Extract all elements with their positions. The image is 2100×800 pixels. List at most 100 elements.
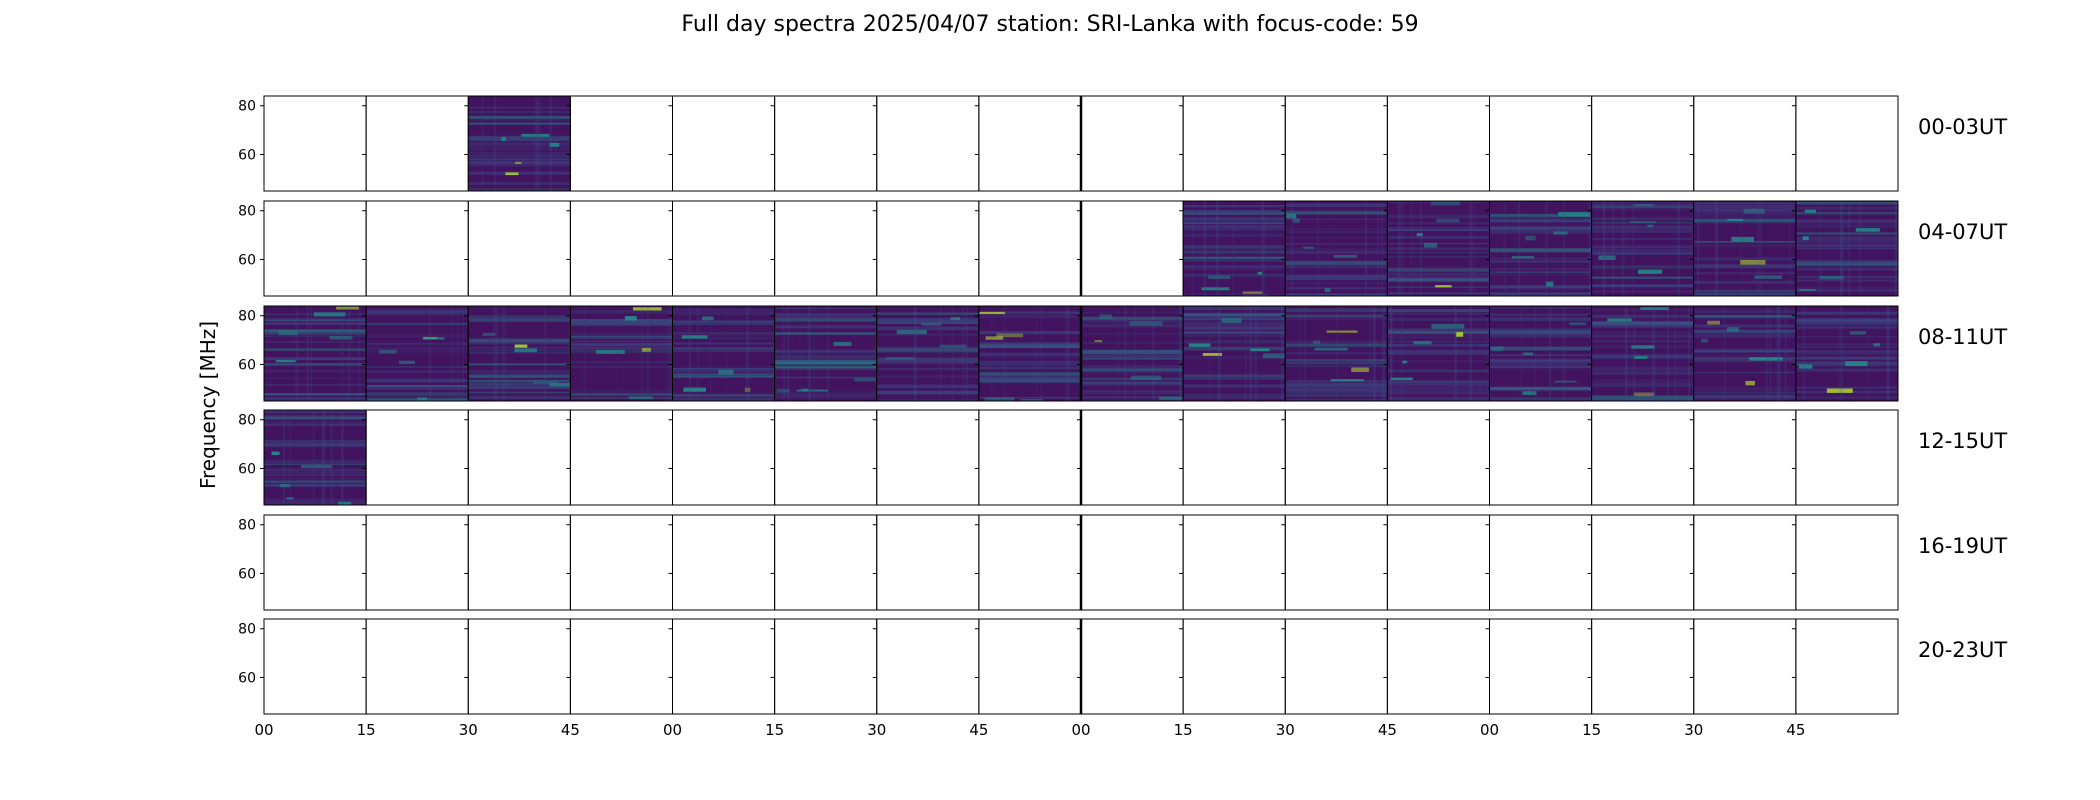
spectrum-cell-frame xyxy=(467,200,571,297)
spectrum-cell-frame xyxy=(1080,618,1184,715)
x-tick-label: 00 xyxy=(254,721,273,739)
spectrum-cell-frame xyxy=(365,618,469,715)
x-tick-label: 30 xyxy=(1684,721,1703,739)
y-tick-label: 60 xyxy=(238,461,256,477)
spectrum-cell xyxy=(1693,201,1796,296)
spectrum-cell-frame xyxy=(672,409,776,506)
spectrum-cell xyxy=(1795,306,1898,401)
x-tick-label: 15 xyxy=(1174,721,1193,739)
spectrum-cell-frame xyxy=(978,514,1082,611)
spectrum-cell-frame xyxy=(774,618,878,715)
spectrum-cell-frame xyxy=(569,618,673,715)
spectrum-cell-frame xyxy=(1591,618,1695,715)
row-label: 08-11UT xyxy=(1918,325,2007,349)
spectrum-cell-frame xyxy=(1080,95,1184,192)
y-tick-label: 60 xyxy=(238,147,256,163)
spectrum-cell-frame xyxy=(1591,95,1695,192)
spectrum-cell xyxy=(1285,201,1388,296)
spectrum-cell-frame xyxy=(365,95,469,192)
spectrum-cell-frame xyxy=(876,95,980,192)
row-label: 04-07UT xyxy=(1918,220,2007,244)
spectrum-cell-frame xyxy=(467,618,571,715)
spectrum-cell-frame xyxy=(263,514,367,611)
spectrum-cell xyxy=(1489,306,1592,401)
spectrum-cell-frame xyxy=(978,409,1082,506)
x-tick-label: 45 xyxy=(969,721,988,739)
row-label: 12-15UT xyxy=(1918,429,2007,453)
x-tick-label: 15 xyxy=(1582,721,1601,739)
x-tick-label: 00 xyxy=(1480,721,1499,739)
spectrum-cell-frame xyxy=(365,514,469,611)
spectrum-cell-frame xyxy=(672,95,776,192)
spectrum-cell-frame xyxy=(263,95,367,192)
spectrum-cell-frame xyxy=(774,514,878,611)
spectrum-cell-frame xyxy=(1080,409,1184,506)
row-label: 16-19UT xyxy=(1918,534,2007,558)
spectrum-cell-frame xyxy=(672,514,776,611)
spectrum-cell xyxy=(1387,306,1490,401)
x-tick-label: 15 xyxy=(357,721,376,739)
spectrum-cell-frame xyxy=(876,409,980,506)
chart-title: Full day spectra 2025/04/07 station: SRI… xyxy=(681,12,1419,37)
spectrum-cell xyxy=(774,306,882,401)
spectrum-cell-frame xyxy=(876,514,980,611)
x-tick-label: 45 xyxy=(561,721,580,739)
spectrum-cell-frame xyxy=(467,514,571,611)
spectrum-cell-frame xyxy=(569,200,673,297)
spectrum-cell-frame xyxy=(365,200,469,297)
x-tick-label: 45 xyxy=(1786,721,1805,739)
spectrum-cell xyxy=(672,306,775,401)
spectrum-cell-frame xyxy=(263,200,367,297)
spectrum-cell-frame xyxy=(774,95,878,192)
spectrum-cell-frame xyxy=(1693,409,1797,506)
y-tick-label: 60 xyxy=(238,357,256,373)
spectrum-cell-frame xyxy=(672,200,776,297)
panel-row-04-07UT: 60 80 04-07UT xyxy=(238,200,2007,297)
spectrum-cell-frame xyxy=(774,200,878,297)
spectrum-cell-frame xyxy=(1386,618,1490,715)
panel-row-00-03UT: 60 80 00-03UT xyxy=(238,95,2007,192)
panel-row-16-19UT: 60 80 16-19UT xyxy=(238,514,2007,611)
spectrum-cell xyxy=(1591,306,1694,401)
spectrum-cell-frame xyxy=(1284,618,1388,715)
spectrum-cell-frame xyxy=(876,618,980,715)
spectrum-cell xyxy=(366,306,469,401)
spectrum-cell-frame xyxy=(1795,95,1899,192)
y-tick-label: 80 xyxy=(238,413,256,429)
spectrum-cell-frame xyxy=(1182,95,1286,192)
panel-row-20-23UT: 60 80 20-23UT xyxy=(238,618,2007,715)
x-tick-label: 00 xyxy=(1071,721,1090,739)
spectrum-cell-frame xyxy=(569,95,673,192)
spectrum-cell-frame xyxy=(1795,305,1899,402)
spectrum-cell xyxy=(1591,201,1694,296)
spectrum-cell-frame xyxy=(467,409,571,506)
spectrum-cell-frame xyxy=(978,200,1082,297)
spectrum-cell xyxy=(1489,201,1592,296)
spectrum-cell-frame xyxy=(1284,514,1388,611)
spectrum-cell xyxy=(264,410,367,505)
spectrum-cell xyxy=(1183,201,1286,296)
spectrum-cell xyxy=(978,306,1081,401)
y-tick-label: 80 xyxy=(238,99,256,115)
spectrum-cell xyxy=(1795,201,1898,296)
y-tick-label: 60 xyxy=(238,566,256,582)
spectrum-cell xyxy=(468,306,575,401)
spectrum-cell-frame xyxy=(1080,514,1184,611)
spectrum-cell-frame xyxy=(1693,514,1797,611)
x-tick-label: 15 xyxy=(765,721,784,739)
spectrum-cell-frame xyxy=(1489,409,1593,506)
spectrum-cell-frame xyxy=(263,618,367,715)
y-tick-label: 80 xyxy=(238,309,256,325)
x-tick-label: 30 xyxy=(459,721,478,739)
spectrum-cell-frame xyxy=(1591,409,1695,506)
spectrum-cell-frame xyxy=(569,514,673,611)
y-tick-label: 80 xyxy=(238,622,256,638)
spectrum-cell-frame xyxy=(1489,95,1593,192)
row-label: 20-23UT xyxy=(1918,638,2007,662)
spectrum-cell-frame xyxy=(1080,200,1184,297)
spectrum-cell-frame xyxy=(1182,409,1286,506)
spectrum-cell xyxy=(264,306,367,401)
spectrum-cell-frame xyxy=(1795,618,1899,715)
spectrum-cell-frame xyxy=(569,409,673,506)
